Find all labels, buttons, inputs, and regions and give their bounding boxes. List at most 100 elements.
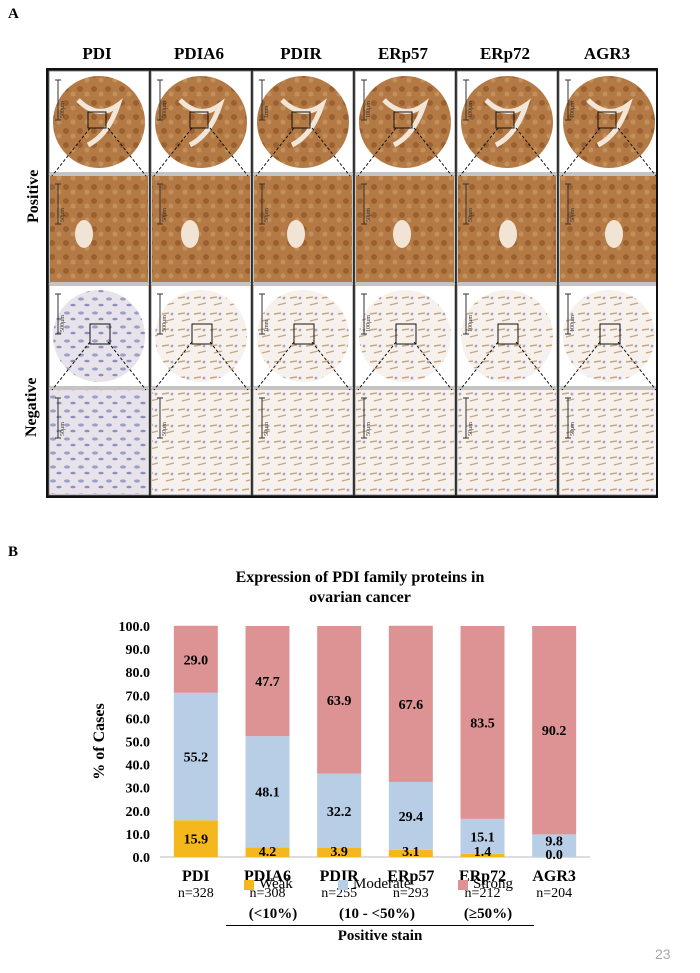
protein-label-erp57: ERp57: [377, 44, 429, 63]
data-label-erp57-moderate: 29.4: [399, 810, 424, 825]
data-label-pdia6-weak: 4.2: [259, 845, 277, 860]
micrograph-erp72-pos-zoom: 50μm: [456, 174, 558, 284]
zoom-guide-line: [561, 341, 601, 391]
chart-title-line-2: ovarian cancer: [309, 589, 411, 606]
svg-text:50μm: 50μm: [468, 208, 474, 222]
legend-weak-label: Weak: [259, 876, 293, 892]
data-label-erp57-weak: 3.1: [402, 845, 420, 860]
legend-moderate: Moderate: [338, 876, 410, 893]
svg-text:50μm: 50μm: [366, 422, 372, 436]
micrograph-erp57-pos-zoom: 50μm: [354, 174, 456, 284]
data-label-agr3-weak: 0.0: [545, 848, 563, 863]
zoom-guide-line: [413, 127, 453, 177]
data-label-pdir-moderate: 32.2: [327, 805, 352, 820]
protein-label-pdi: PDI: [82, 44, 112, 63]
svg-text:100μm: 100μm: [468, 315, 474, 332]
data-label-pdia6-strong: 47.7: [255, 675, 280, 690]
zoom-guide-line: [515, 127, 555, 177]
data-label-erp72-moderate: 15.1: [470, 830, 495, 845]
protein-label-pdir: PDIR: [280, 44, 322, 63]
svg-text:100μm: 100μm: [570, 315, 576, 332]
bar-pdi-moderate: [173, 692, 218, 821]
zoom-guide-line: [413, 341, 453, 391]
zoom-guide-line: [617, 127, 656, 177]
zoom-guide-line: [459, 341, 499, 391]
bar-pdir-strong: [317, 626, 362, 774]
bracket-moderate-range: (10 - <50%): [338, 906, 416, 922]
chart-title-line-1: Expression of PDI family proteins in: [235, 569, 485, 586]
bracket-weak-range: (<10%): [248, 906, 298, 922]
data-label-pdi-weak: 15.9: [184, 833, 209, 848]
bar-erp57-moderate: [388, 781, 433, 850]
sample-size-label: n=255: [321, 886, 357, 901]
svg-text:50μm: 50μm: [570, 208, 576, 222]
svg-text:100μm: 100μm: [366, 315, 372, 332]
svg-text:500μm: 500μm: [60, 315, 66, 332]
y-tick-label: 40.0: [126, 759, 151, 774]
svg-text:50μm: 50μm: [468, 422, 474, 436]
micrograph-pdir-neg-zoom: 50μm: [252, 388, 354, 496]
zoom-guide-line: [51, 341, 91, 391]
legend-moderate-label: Moderate: [353, 876, 411, 892]
protein-label-erp72: ERp72: [479, 44, 531, 63]
svg-text:100μm: 100μm: [366, 101, 372, 118]
panel-b-letter: B: [8, 544, 19, 560]
zoom-guide-line: [311, 127, 351, 177]
micrograph-pdir-pos-zoom: 50μm: [252, 174, 354, 284]
y-tick-label: 50.0: [126, 736, 151, 751]
micrograph-erp72-neg-zoom: 50μm: [456, 388, 558, 496]
y-tick-label: 20.0: [126, 805, 151, 820]
sample-size-label: n=293: [393, 886, 429, 901]
data-label-agr3-moderate: 9.8: [545, 834, 563, 849]
svg-text:1mm: 1mm: [264, 105, 270, 118]
zoom-guide-line: [515, 341, 555, 391]
x-category-label: PDIA6: [244, 868, 291, 885]
bar-pdi-strong: [173, 625, 218, 693]
svg-text:50μm: 50μm: [162, 208, 168, 222]
y-tick-label: 90.0: [126, 643, 151, 658]
micrograph-agr3-pos-zoom: 50μm: [558, 174, 656, 284]
y-tick-label: 70.0: [126, 689, 151, 704]
legend-strong-label: Strong: [473, 876, 514, 892]
y-tick-label: 0.0: [133, 851, 151, 866]
bar-erp72-moderate: [460, 818, 505, 854]
x-category-label: PDI: [182, 868, 210, 885]
svg-text:500μm: 500μm: [162, 101, 168, 118]
sample-size-label: n=308: [250, 886, 286, 901]
legend-strong-swatch: [458, 879, 468, 890]
svg-text:50μm: 50μm: [570, 422, 576, 436]
page-number: 23: [655, 946, 671, 962]
micrograph-pdia6-neg-zoom: 50μm: [150, 388, 252, 496]
protein-label-agr3: AGR3: [583, 44, 631, 63]
svg-text:500μm: 500μm: [162, 315, 168, 332]
svg-text:50μm: 50μm: [162, 422, 168, 436]
zoom-guide-line: [51, 127, 91, 177]
x-category-label: ERp72: [459, 868, 506, 885]
zoom-guide-line: [153, 127, 193, 177]
ihc-image-grid: 500μm 50μm 500μm 50μm 500μm 50μm 500μm 50μm 1mm 5…: [46, 68, 658, 498]
sample-size-label: n=212: [465, 886, 501, 901]
sample-size-label: n=204: [536, 886, 572, 901]
x-category-label: PDIR: [320, 868, 360, 885]
svg-text:1mm: 1mm: [264, 319, 270, 332]
svg-text:50μm: 50μm: [60, 422, 66, 436]
micrograph-erp57-neg-zoom: 50μm: [354, 388, 456, 496]
zoom-guide-line: [561, 127, 601, 177]
panel-a-letter: A: [8, 6, 19, 22]
sample-size-label: n=328: [178, 886, 214, 901]
zoom-guide-line: [153, 341, 193, 391]
svg-text:50μm: 50μm: [60, 208, 66, 222]
y-tick-label: 60.0: [126, 712, 151, 727]
bar-agr3-moderate: [532, 834, 577, 857]
micrograph-pdi-neg-zoom: 50μm: [48, 388, 150, 496]
chart-title: Expression of PDI family proteins in ova…: [150, 568, 570, 608]
legend-weak-swatch: [244, 879, 254, 890]
data-label-pdir-strong: 63.9: [327, 694, 352, 709]
data-label-pdir-weak: 3.9: [330, 845, 348, 860]
bracket-strong-range: (≥50%): [463, 906, 513, 922]
bar-pdi-weak: [173, 820, 218, 857]
x-category-label: AGR3: [532, 868, 576, 885]
zoom-guide-line: [255, 341, 295, 391]
bar-erp72-strong: [460, 626, 505, 819]
